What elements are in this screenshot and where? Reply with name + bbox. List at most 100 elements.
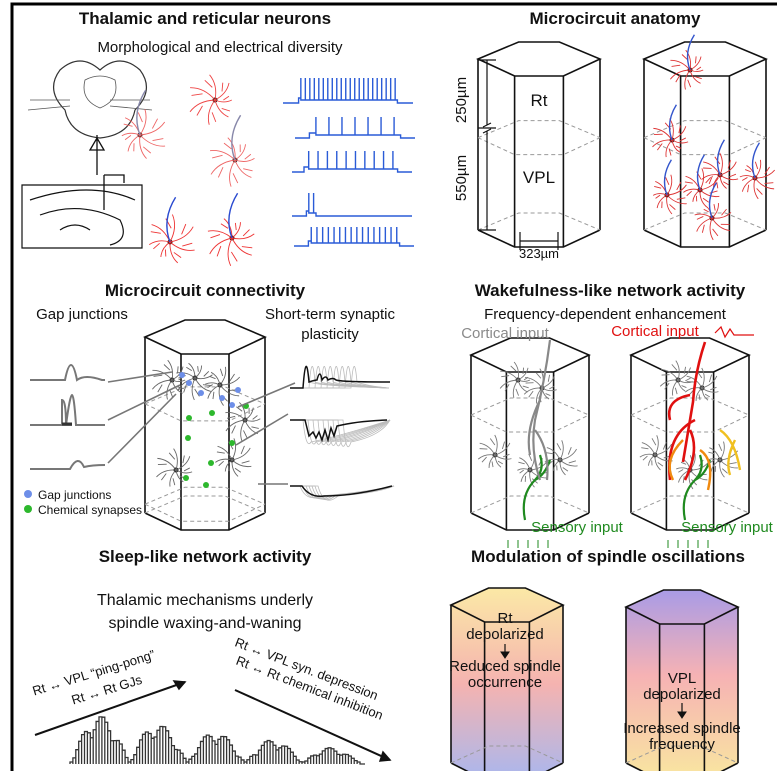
voltage-trace	[295, 117, 415, 138]
dendrite	[480, 443, 495, 455]
dendrite	[170, 242, 181, 263]
dendrite	[700, 190, 709, 206]
input-trace	[715, 327, 754, 337]
arrow-head	[380, 752, 390, 761]
label: Rt	[498, 610, 514, 627]
dendrite	[755, 160, 761, 178]
arrow-head	[174, 681, 185, 689]
label: VPL	[668, 670, 696, 687]
prism-layer	[478, 121, 600, 155]
legend-swatch	[24, 505, 32, 513]
dendrite	[560, 460, 568, 475]
dendrite	[678, 367, 691, 380]
label: Short-term synaptic	[265, 306, 396, 323]
legend-label: Gap junctions	[38, 488, 111, 502]
dendrite	[170, 470, 176, 487]
psp-trace	[290, 486, 394, 498]
label: Rt	[531, 91, 548, 110]
prism-layer	[145, 487, 265, 521]
dendrite	[232, 460, 251, 467]
prism-back	[631, 496, 749, 513]
axon	[229, 193, 238, 238]
prism-edge	[145, 337, 265, 530]
dendrite	[170, 242, 195, 250]
dendrite	[672, 125, 686, 140]
label: plasticity	[301, 326, 359, 343]
axon	[718, 140, 725, 175]
dendrite	[518, 458, 530, 470]
dendrite	[235, 144, 245, 160]
label: 550µm	[453, 155, 470, 201]
gap-junction-dot	[219, 395, 225, 401]
prism-top	[471, 338, 589, 372]
voltage-trace	[292, 193, 412, 216]
label: Reduced spindle	[449, 658, 561, 675]
dendrite	[176, 455, 190, 470]
dendrite	[161, 242, 170, 257]
cortical-axon	[529, 340, 550, 480]
dendrite	[670, 60, 690, 70]
gap-junction-dot	[229, 402, 235, 408]
dendrite	[157, 458, 176, 470]
synapse-dot	[186, 415, 192, 421]
label: Gap junctions	[36, 306, 128, 323]
label: Cortical input	[611, 323, 699, 340]
dendrite	[186, 363, 195, 378]
dendrite	[655, 455, 663, 470]
panel-title: Modulation of spindle oscillations	[471, 547, 745, 566]
dendrite	[560, 460, 578, 466]
dendrite	[190, 100, 215, 115]
gap-trace	[30, 365, 105, 469]
dendrite	[128, 135, 140, 151]
label: Sensory input	[681, 519, 774, 536]
dendrite	[245, 420, 259, 434]
label: frequency	[649, 736, 715, 753]
mouse-detail	[28, 76, 152, 110]
brain-slice	[22, 185, 142, 248]
panel-title: Microcircuit connectivity	[105, 281, 306, 300]
gap-junction-dot	[235, 387, 241, 393]
psp-trace	[290, 486, 394, 500]
dendrite	[700, 190, 719, 197]
prism-top	[644, 42, 766, 76]
prism-top	[145, 320, 265, 354]
arrow	[235, 690, 390, 760]
gap-junction-dot	[198, 390, 204, 396]
label: Increased spindle	[623, 720, 741, 737]
prism-top	[478, 42, 600, 76]
prism-layer	[644, 121, 766, 155]
dendrite	[228, 238, 237, 266]
synapse-dot	[209, 410, 215, 416]
voltage-trace	[294, 227, 414, 246]
panel-subtitle: Morphological and electrical diversity	[97, 39, 343, 56]
dendrite	[525, 377, 542, 388]
dendrite	[511, 362, 519, 380]
panel-title: Wakefulness-like network activity	[475, 281, 746, 300]
prism-back	[145, 496, 265, 513]
gap-junction-dot	[186, 380, 192, 386]
voltage-trace	[283, 78, 413, 103]
prism-edge	[478, 59, 600, 247]
synapse-dot	[229, 440, 235, 446]
dendrite	[702, 175, 720, 183]
dendrite	[208, 100, 215, 125]
legend-label: Chemical synapses	[38, 503, 142, 517]
dendrite	[195, 378, 211, 391]
psp-trace	[290, 486, 394, 499]
dendrite	[513, 380, 518, 398]
dendrite	[208, 231, 232, 238]
prism-edge	[644, 59, 766, 247]
dendrite	[557, 440, 563, 460]
panel-subtitle: spindle waxing-and-waning	[108, 615, 301, 632]
dendrite	[232, 460, 241, 476]
dendrite	[140, 119, 165, 135]
panel-subtitle: Thalamic mechanisms underly	[97, 592, 313, 609]
dendrite	[685, 70, 691, 89]
prism-back	[478, 213, 600, 230]
label: occurrence	[468, 674, 542, 691]
dendrite	[719, 442, 725, 460]
dendrite	[220, 367, 226, 385]
dendrite	[720, 460, 728, 477]
dendrite	[667, 195, 676, 214]
label: depolarized	[466, 626, 544, 643]
